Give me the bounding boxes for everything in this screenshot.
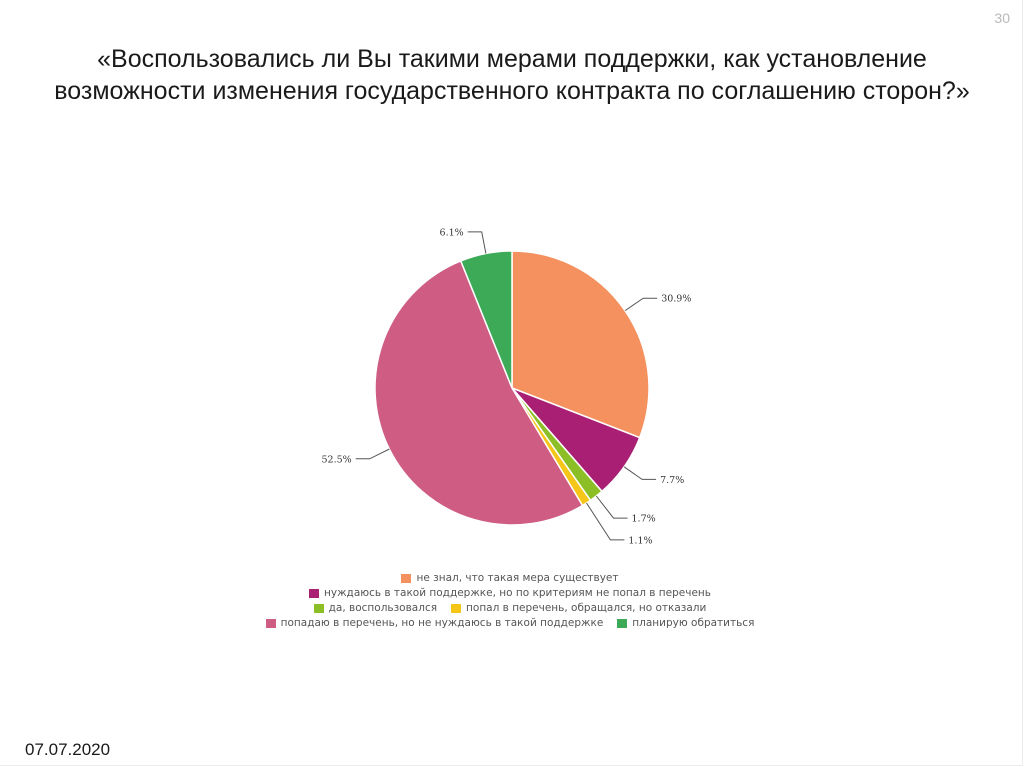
pie-leader-line bbox=[623, 466, 657, 480]
legend-label: не знал, что такая мера существует bbox=[416, 572, 619, 584]
pie-data-label: 30.9% bbox=[661, 294, 691, 305]
legend-swatch bbox=[451, 604, 462, 613]
pie-data-label: 6.1% bbox=[440, 227, 464, 238]
pie-slices bbox=[374, 250, 650, 526]
legend-row: не знал, что такая мера существует bbox=[230, 571, 790, 586]
pie-slice-5 bbox=[459, 250, 513, 389]
legend-swatch bbox=[265, 619, 276, 628]
pie-data-label: 7.7% bbox=[660, 475, 684, 486]
legend-row: да, воспользовался попал в перечень, обра… bbox=[230, 601, 790, 616]
pie-slice-0 bbox=[511, 250, 650, 439]
footer-date: 07.07.2020 bbox=[25, 740, 111, 759]
legend-item: попадаю в перечень, но не нуждаюсь в так… bbox=[265, 616, 604, 631]
pie-leader-line bbox=[586, 502, 625, 541]
pie-data-label: 1.1% bbox=[628, 535, 652, 546]
legend-row: нуждаюсь в такой поддержке, но по критер… bbox=[230, 586, 790, 601]
legend-label: планирую обратиться bbox=[632, 617, 755, 629]
legend-label: нуждаюсь в такой поддержке, но по критер… bbox=[324, 587, 711, 599]
pie-data-label: 1.7% bbox=[632, 514, 656, 525]
legend-swatch bbox=[313, 604, 324, 613]
pie-leader-line bbox=[467, 231, 487, 254]
pie-leader-line bbox=[595, 495, 628, 519]
legend-item: да, воспользовался bbox=[313, 601, 438, 616]
page-number: 30 bbox=[994, 10, 1010, 26]
legend-item: попал в перечень, обращался, но отказали bbox=[451, 601, 706, 616]
legend-item: нуждаюсь в такой поддержке, но по критер… bbox=[309, 586, 711, 601]
pie-data-label: 52.5% bbox=[322, 454, 352, 465]
legend-label: попадаю в перечень, но не нуждаюсь в так… bbox=[280, 617, 604, 629]
legend-label: попал в перечень, обращался, но отказали bbox=[466, 602, 707, 614]
slide-title: «Воспользовались ли Вы такими мерами под… bbox=[54, 45, 970, 105]
legend-item: планирую обратиться bbox=[617, 616, 754, 631]
legend-swatch bbox=[401, 574, 412, 583]
pie-labels: 30.9% 7.7% 1.7% 1.1% 52.5% 6.1% bbox=[322, 227, 692, 546]
chart-legend: не знал, что такая мера существует нуждаю… bbox=[230, 571, 790, 631]
pie-slice-4 bbox=[374, 259, 584, 526]
legend-swatch bbox=[617, 619, 628, 628]
pie-leader-line bbox=[624, 297, 658, 312]
pie-leader-line bbox=[355, 448, 390, 460]
legend-swatch bbox=[309, 589, 320, 598]
legend-label: да, воспользовался bbox=[328, 602, 438, 614]
legend-item: не знал, что такая мера существует bbox=[401, 571, 619, 586]
legend-row: попадаю в перечень, но не нуждаюсь в так… bbox=[230, 616, 790, 631]
